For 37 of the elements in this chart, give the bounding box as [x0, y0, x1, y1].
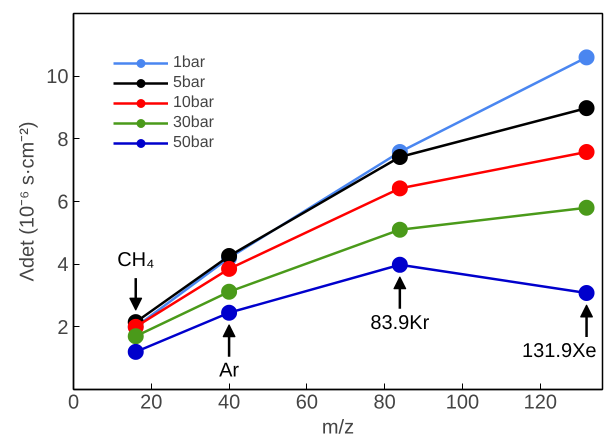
x-tick-label: 100	[446, 392, 480, 414]
point	[578, 49, 595, 66]
annotation: Ar	[219, 360, 240, 382]
y-tick-label: 10	[46, 66, 69, 88]
point	[221, 284, 238, 300]
x-tick-label: 0	[68, 392, 80, 414]
annotation: CH₄	[117, 249, 154, 272]
point	[221, 260, 238, 277]
x-tick-label: 40	[218, 392, 240, 414]
legend-label: 10bar	[173, 94, 214, 112]
y-axis-title: Λdet (10⁻⁶ s·cm⁻²)	[16, 121, 38, 282]
y-tick-label: 4	[57, 254, 68, 276]
point	[392, 180, 408, 196]
y-tick-label: 8	[57, 128, 68, 151]
y-tick-label: 2	[57, 316, 68, 339]
x-tick-label: 120	[524, 392, 557, 414]
legend-label: 5bar	[173, 74, 206, 92]
y-tick-label: 6	[57, 192, 68, 214]
point	[578, 144, 595, 160]
point	[392, 222, 408, 238]
point	[578, 200, 595, 216]
legend-label: 30bar	[173, 114, 214, 132]
point	[128, 328, 144, 344]
x-tick-label: 60	[296, 392, 318, 414]
point	[221, 304, 238, 321]
annotation: 83.9Kr	[370, 312, 430, 334]
point	[392, 256, 408, 273]
point	[392, 149, 408, 165]
legend-label: 1bar	[173, 54, 206, 72]
legend-label: 50bar	[173, 134, 214, 152]
x-tick-label: 20	[140, 392, 162, 414]
point	[578, 100, 595, 116]
x-axis-title: m/z	[322, 416, 354, 438]
point	[128, 344, 144, 360]
point	[578, 285, 595, 301]
x-tick-label: 80	[374, 392, 396, 414]
annotation: 131.9Xe	[522, 340, 597, 362]
